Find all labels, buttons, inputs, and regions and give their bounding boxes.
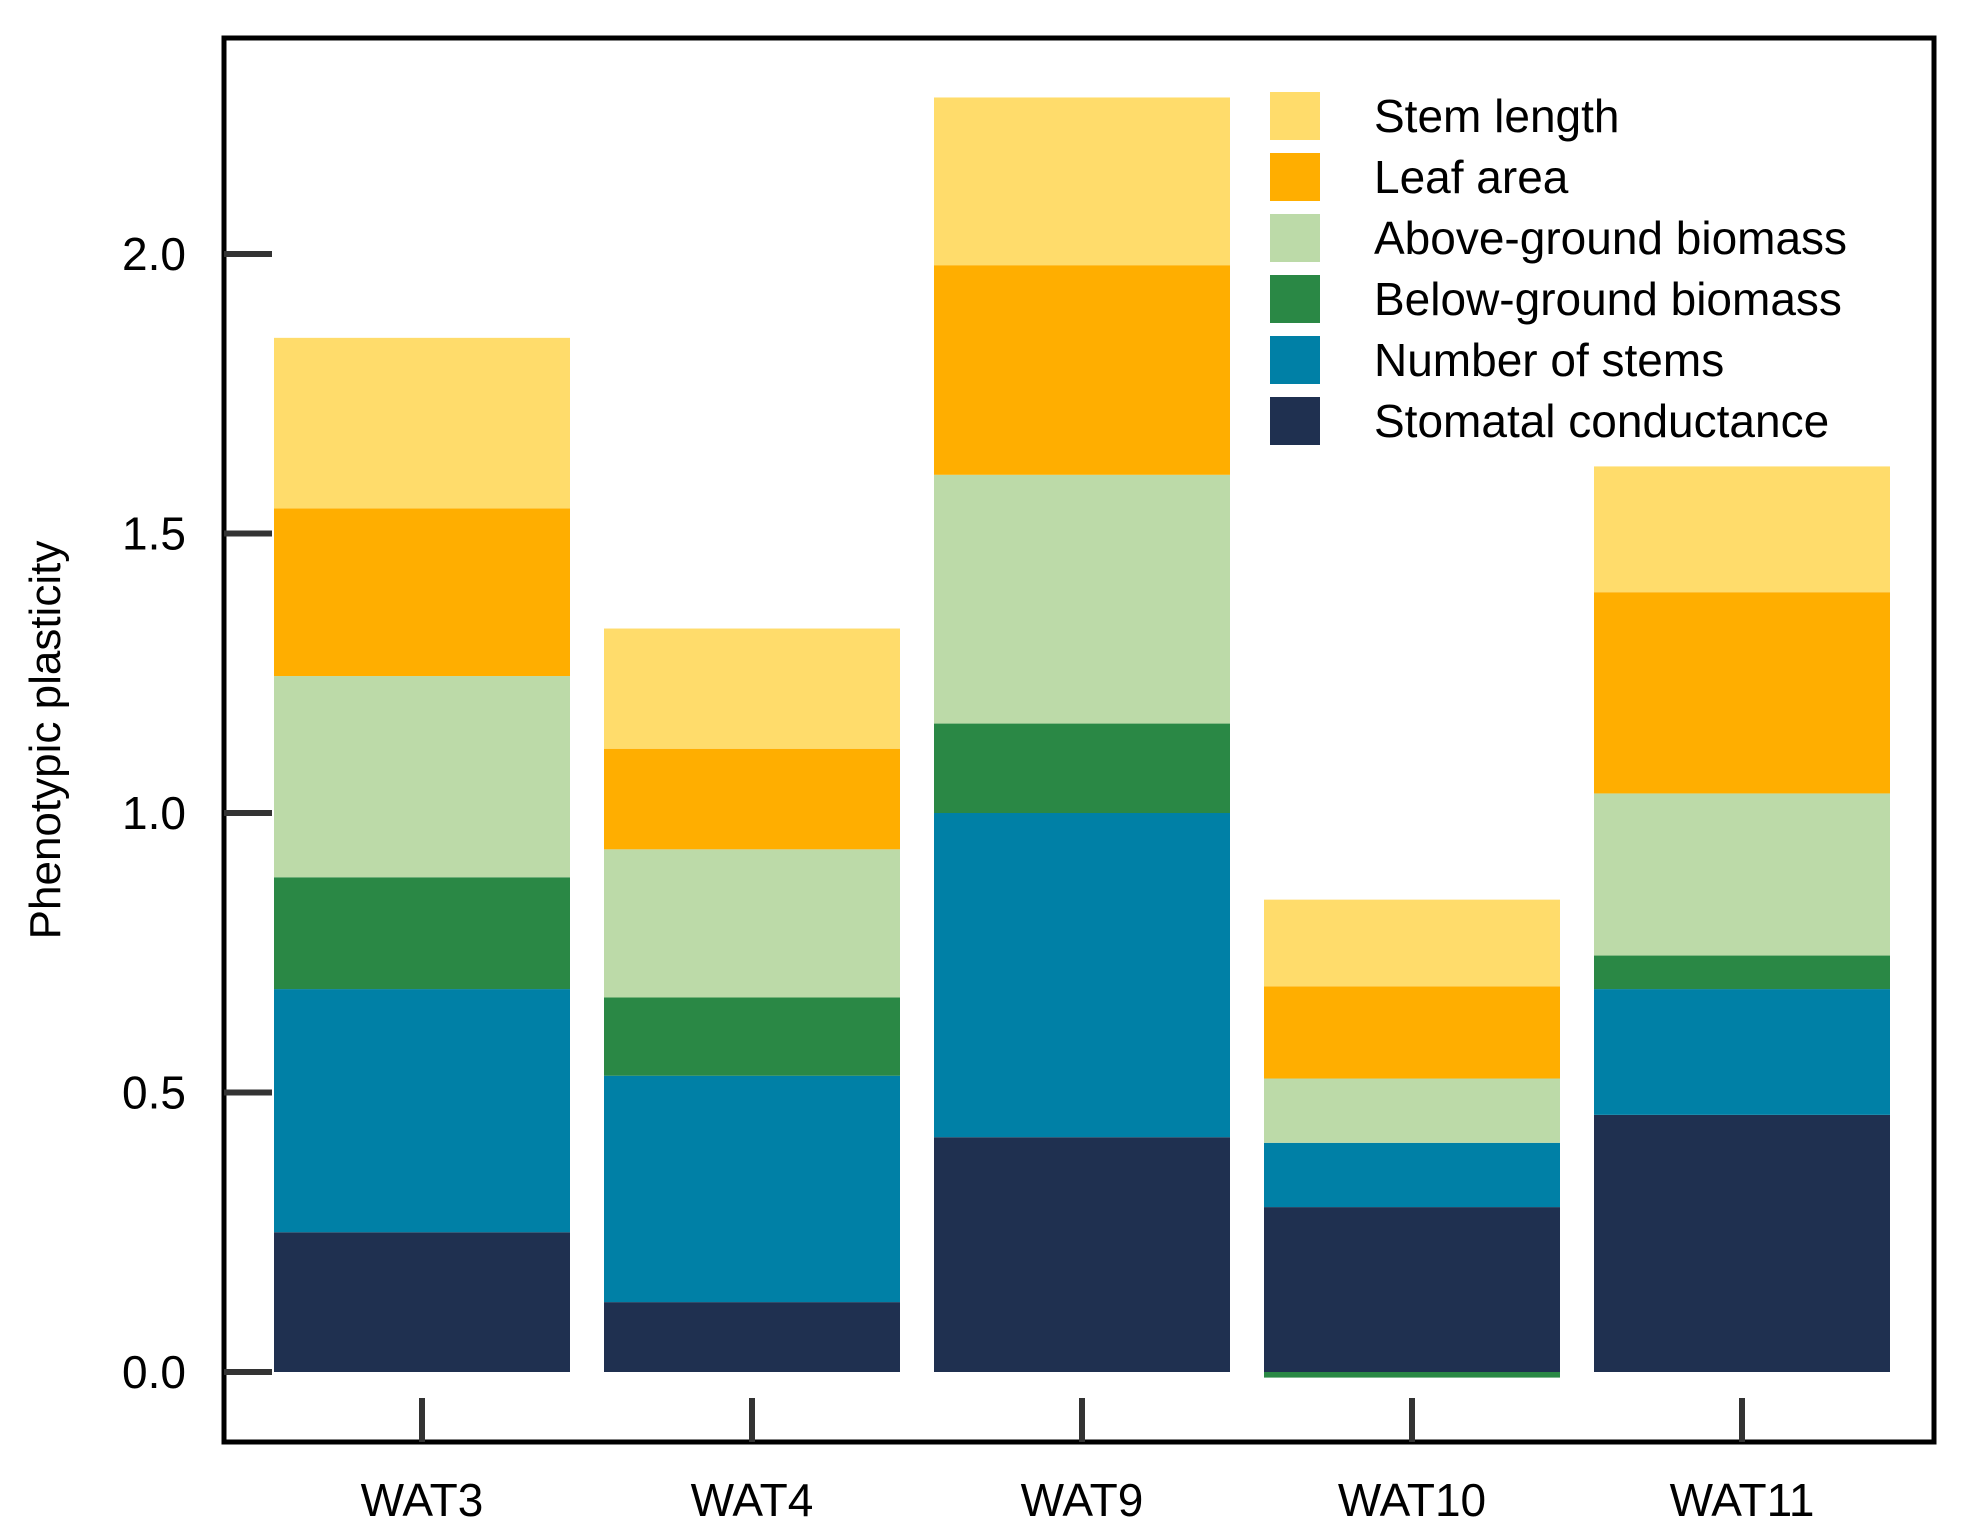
- y-tick-label: 1.0: [122, 787, 186, 839]
- legend-swatch-stem-length: [1270, 92, 1320, 140]
- bar-wat9-stem-length: [934, 97, 1230, 266]
- bar-wat3-stem-length: [274, 337, 570, 509]
- y-axis: 0.0 0.5 1.0 1.5 2.0: [122, 228, 272, 1398]
- x-tick-label-wat9: WAT9: [1021, 1474, 1144, 1526]
- legend-label-stem-length: Stem length: [1374, 90, 1619, 142]
- bar-wat3-below-ground-biomass: [274, 877, 570, 990]
- bar-wat10-below-ground-biomass: [1264, 1372, 1560, 1378]
- bar-wat10-stem-length: [1264, 899, 1560, 987]
- bar-wat9-leaf-area: [934, 265, 1230, 475]
- y-tick-label: 0.0: [122, 1346, 186, 1398]
- bar-wat11-stomatal-conductance: [1594, 1114, 1890, 1372]
- legend-label-below-ground-biomass: Below-ground biomass: [1374, 273, 1842, 325]
- y-axis-title: Phenotypic plasticity: [21, 541, 70, 940]
- y-tick-label: 1.5: [122, 508, 186, 560]
- bar-wat3-leaf-area: [274, 508, 570, 677]
- legend-label-leaf-area: Leaf area: [1374, 151, 1569, 203]
- bar-wat9-above-ground-biomass: [934, 474, 1230, 724]
- bar-wat11-number-of-stems: [1594, 989, 1890, 1115]
- x-tick-label-wat11: WAT11: [1670, 1474, 1815, 1526]
- legend-label-above-ground-biomass: Above-ground biomass: [1374, 212, 1847, 264]
- bar-wat10-number-of-stems: [1264, 1142, 1560, 1208]
- bar-wat4-stem-length: [604, 628, 900, 749]
- y-tick-label: 0.5: [122, 1067, 186, 1119]
- bar-wat9-below-ground-biomass: [934, 723, 1230, 813]
- bar-wat3-number-of-stems: [274, 989, 570, 1233]
- bar-wat4-stomatal-conductance: [604, 1302, 900, 1372]
- bar-wat11-below-ground-biomass: [1594, 955, 1890, 990]
- bar-wat9-number-of-stems: [934, 813, 1230, 1138]
- bar-wat4-below-ground-biomass: [604, 997, 900, 1076]
- bar-wat4-leaf-area: [604, 748, 900, 850]
- bar-wat11-leaf-area: [1594, 592, 1890, 794]
- legend-label-number-of-stems: Number of stems: [1374, 334, 1724, 386]
- bar-wat10-above-ground-biomass: [1264, 1078, 1560, 1143]
- bar-wat11-stem-length: [1594, 466, 1890, 593]
- bar-wat4-number-of-stems: [604, 1075, 900, 1303]
- x-tick-label-wat3: WAT3: [361, 1474, 484, 1526]
- bar-wat3-stomatal-conductance: [274, 1232, 570, 1372]
- bar-wat9-stomatal-conductance: [934, 1137, 1230, 1372]
- x-axis: WAT3 WAT4 WAT9 WAT10 WAT11: [361, 1398, 1815, 1526]
- legend: Stem length Leaf area Above-ground biomass…: [1270, 90, 1847, 447]
- bar-wat4-above-ground-biomass: [604, 849, 900, 998]
- x-tick-label-wat4: WAT4: [691, 1474, 814, 1526]
- x-tick-label-wat10: WAT10: [1338, 1474, 1486, 1526]
- bars-layer: [274, 97, 1890, 1378]
- bar-wat3-above-ground-biomass: [274, 676, 570, 878]
- bar-wat10-leaf-area: [1264, 986, 1560, 1079]
- legend-swatch-number-of-stems: [1270, 336, 1320, 384]
- legend-swatch-stomatal-conductance: [1270, 397, 1320, 445]
- bar-wat11-above-ground-biomass: [1594, 793, 1890, 956]
- bar-wat10-stomatal-conductance: [1264, 1207, 1560, 1372]
- legend-swatch-leaf-area: [1270, 153, 1320, 201]
- legend-swatch-above-ground-biomass: [1270, 214, 1320, 262]
- y-tick-label: 2.0: [122, 228, 186, 280]
- legend-swatch-below-ground-biomass: [1270, 275, 1320, 323]
- legend-label-stomatal-conductance: Stomatal conductance: [1374, 395, 1829, 447]
